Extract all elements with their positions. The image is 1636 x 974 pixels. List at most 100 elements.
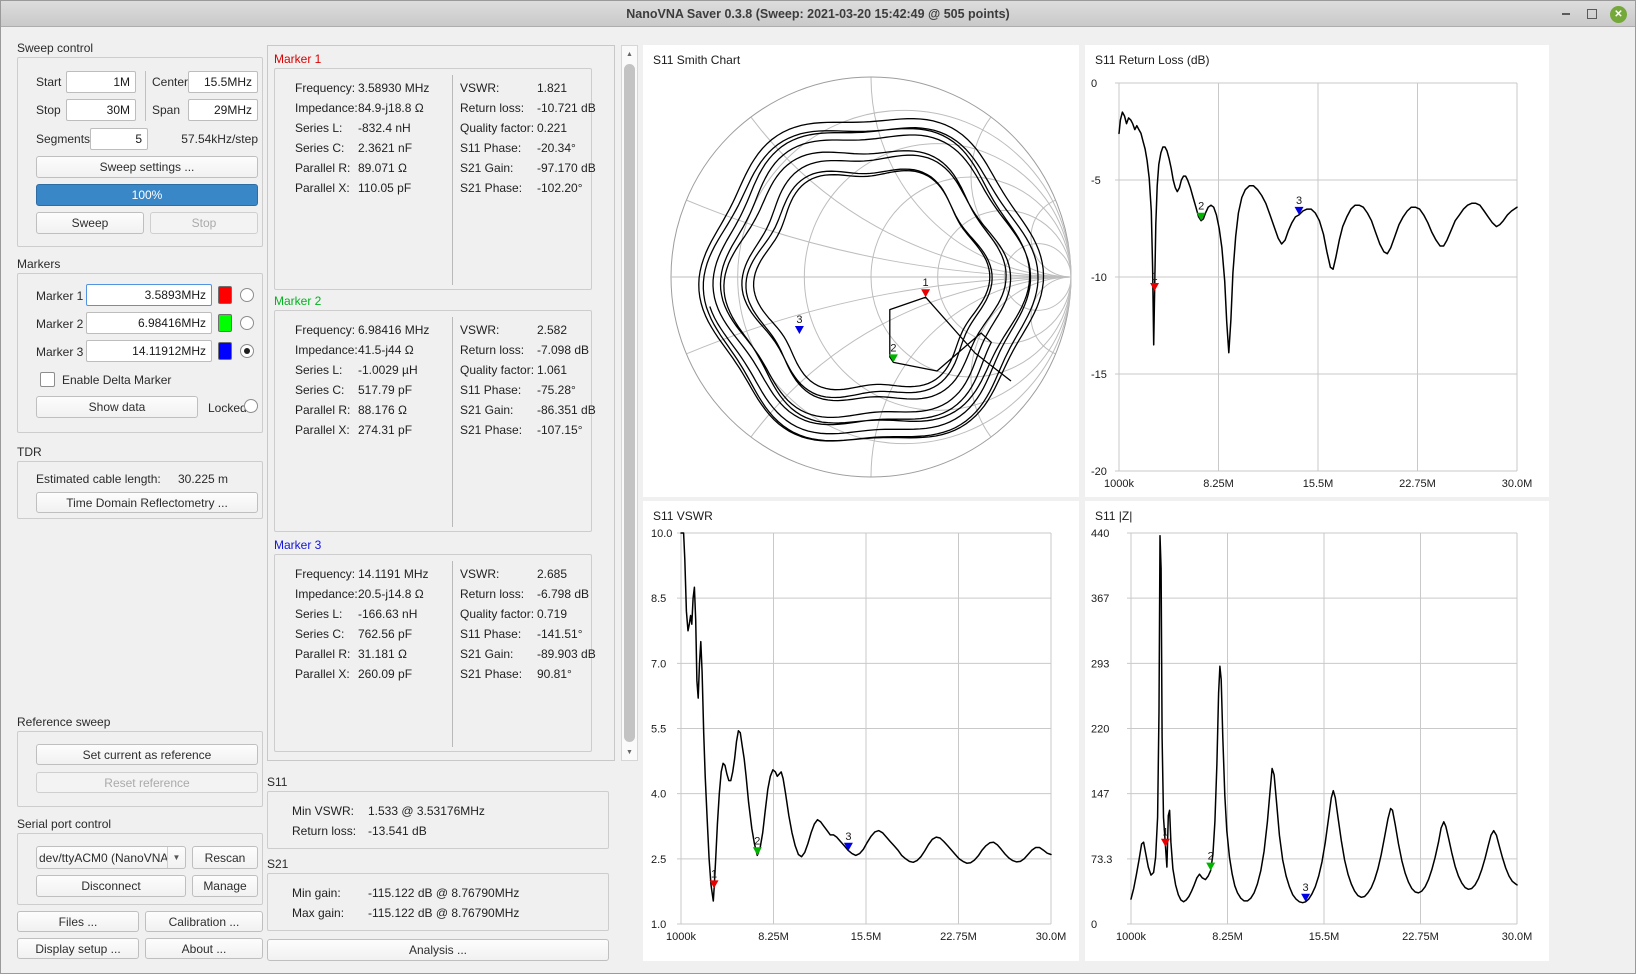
svg-text:-15: -15: [1091, 369, 1107, 381]
summary-label: Min VSWR:: [292, 804, 355, 818]
z-chart[interactable]: 1000k 8.25M 15.5M 22.75M 30.0M 440 367 293 220 14…: [1085, 501, 1549, 961]
restore-icon[interactable]: [1584, 6, 1600, 22]
marker-detail-scrollbar[interactable]: ▲ ▼: [621, 45, 638, 761]
marker-frequency-input[interactable]: [86, 312, 212, 334]
marker-field-value: 3.58930 MHz: [358, 81, 430, 95]
marker-field-label: Return loss:: [460, 101, 525, 115]
marker-select-radio[interactable]: [240, 316, 254, 330]
analysis-button[interactable]: Analysis ...: [267, 939, 609, 961]
smith-chart-panel: S11 Smith Chart 1 2 3: [643, 45, 1079, 497]
svg-text:22.75M: 22.75M: [1399, 478, 1436, 490]
scroll-up-icon[interactable]: ▲: [626, 50, 633, 58]
marker-select-radio[interactable]: [240, 344, 254, 358]
span-input[interactable]: [188, 99, 258, 121]
svg-text:30.0M: 30.0M: [1502, 931, 1533, 943]
marker-detail-viewport: Marker 1 Frequency: 3.58930 MHz Impedance: 8…: [267, 45, 615, 761]
show-data-button[interactable]: Show data: [36, 396, 198, 418]
serial-port-value: dev/ttyACM0 (NanoVNA): [39, 850, 167, 865]
display-setup-button[interactable]: Display setup ...: [17, 938, 139, 959]
svg-text:0: 0: [1091, 919, 1097, 931]
marker-color-swatch[interactable]: [218, 314, 232, 332]
locked-radio[interactable]: [244, 399, 258, 413]
marker-field-value: 90.81°: [537, 667, 572, 681]
calibration-button[interactable]: Calibration ...: [145, 911, 263, 932]
marker-field-label: Series C:: [295, 141, 345, 155]
marker-select-radio[interactable]: [240, 288, 254, 302]
marker-field-label: Frequency:: [295, 81, 356, 95]
tdr-group: Estimated cable length: 30.225 m Time Do…: [17, 461, 263, 519]
chart-trace: [1130, 534, 1518, 904]
vswr-chart-title: S11 VSWR: [653, 509, 713, 523]
locked-label: Locked: [208, 401, 247, 415]
marker-field-label: S21 Phase:: [460, 423, 523, 437]
marker-detail-box: Frequency: 3.58930 MHz Impedance: 84.9-j18.…: [274, 68, 596, 290]
marker-frequency-input[interactable]: [86, 340, 212, 362]
svg-text:-20: -20: [1091, 466, 1107, 478]
stop-button[interactable]: Stop: [150, 212, 258, 234]
svg-text:8.25M: 8.25M: [1212, 931, 1243, 943]
minimize-icon[interactable]: [1558, 6, 1574, 22]
z-chart-title: S11 |Z|: [1095, 509, 1133, 523]
sweep-settings-button[interactable]: Sweep settings ...: [36, 156, 258, 178]
smith-chart[interactable]: 1 2 3: [643, 45, 1079, 497]
set-reference-button[interactable]: Set current as reference: [36, 744, 258, 765]
reference-sweep-section-title: Reference sweep: [17, 715, 111, 729]
marker-frequency-input[interactable]: [86, 284, 212, 306]
marker-detail-box: Frequency: 14.1191 MHz Impedance: 20.5-j14.…: [274, 554, 596, 752]
scrollbar-thumb[interactable]: [624, 64, 635, 742]
chart-marker-label: 2: [890, 342, 896, 354]
chart-marker-label: 1: [711, 868, 717, 880]
manage-button[interactable]: Manage: [192, 875, 258, 897]
svg-text:1000k: 1000k: [666, 931, 696, 943]
marker-color-swatch[interactable]: [218, 286, 232, 304]
serial-port-select[interactable]: dev/ttyACM0 (NanoVNA) ▼: [36, 846, 186, 869]
chart-marker-1: [1160, 838, 1170, 847]
tdr-button[interactable]: Time Domain Reflectometry ...: [36, 492, 258, 513]
marker-field-label: Impedance:: [295, 587, 358, 601]
marker-field-value: 274.31 pF: [358, 423, 413, 437]
marker-color-swatch[interactable]: [218, 342, 232, 360]
stop-input[interactable]: [66, 99, 136, 121]
marker-field-label: S21 Phase:: [460, 667, 523, 681]
reset-reference-button[interactable]: Reset reference: [36, 772, 258, 793]
enable-delta-marker-checkbox[interactable]: [40, 372, 55, 387]
chart-marker-label: 2: [1198, 201, 1204, 213]
marker-field-value: -7.098 dB: [537, 343, 590, 357]
z-chart-panel: S11 |Z| 1000k 8.25M 15.5M 22.75M 30.0M 440 367…: [1085, 501, 1549, 961]
svg-text:30.0M: 30.0M: [1036, 931, 1067, 943]
marker-field-label: S21 Gain:: [460, 403, 514, 417]
sweep-button[interactable]: Sweep: [36, 212, 144, 234]
chart-marker-label: 1: [1162, 827, 1168, 839]
svg-text:367: 367: [1091, 593, 1109, 605]
about-button[interactable]: About ...: [145, 938, 263, 959]
marker-field-label: Impedance:: [295, 101, 358, 115]
marker-field-label: S21 Phase:: [460, 181, 523, 195]
chart-marker-2: [888, 354, 898, 363]
scroll-down-icon[interactable]: ▼: [626, 748, 633, 756]
segments-input[interactable]: [90, 128, 148, 150]
center-input[interactable]: [188, 71, 258, 93]
files-button[interactable]: Files ...: [17, 911, 139, 932]
rescan-button[interactable]: Rescan: [192, 846, 258, 869]
marker-field-value: 2.582: [537, 323, 568, 337]
summary-value: -13.541 dB: [368, 824, 427, 838]
return-loss-chart[interactable]: 1000k 8.25M 15.5M 22.75M 30.0M 0 -5 -10 -15 -20 1 2…: [1085, 45, 1549, 497]
disconnect-button[interactable]: Disconnect: [36, 875, 186, 897]
marker-field-value: 2.3621 nF: [358, 141, 413, 155]
marker-field-value: 762.56 pF: [358, 627, 413, 641]
marker-detail-box: Frequency: 6.98416 MHz Impedance: 41.5-j44 …: [274, 310, 596, 532]
marker-field-value: 84.9-j18.8 Ω: [358, 101, 424, 115]
summary-label: Return loss:: [292, 824, 357, 838]
svg-text:293: 293: [1091, 658, 1109, 670]
vswr-chart[interactable]: 1000k 8.25M 15.5M 22.75M 30.0M 10.0 8.5 7.0 5.5 4…: [643, 501, 1079, 961]
start-input[interactable]: [66, 71, 136, 93]
close-icon[interactable]: ✕: [1610, 5, 1627, 23]
marker-field-value: 88.176 Ω: [358, 403, 408, 417]
window-title: NanoVNA Saver 0.3.8 (Sweep: 2021-03-20 1…: [626, 6, 1010, 21]
start-label: Start: [36, 75, 62, 89]
marker-label: Marker 1: [36, 289, 84, 303]
chart-marker-label: 1: [1151, 271, 1157, 283]
svg-text:2.5: 2.5: [651, 854, 666, 866]
marker-field-label: Parallel R:: [295, 161, 351, 175]
